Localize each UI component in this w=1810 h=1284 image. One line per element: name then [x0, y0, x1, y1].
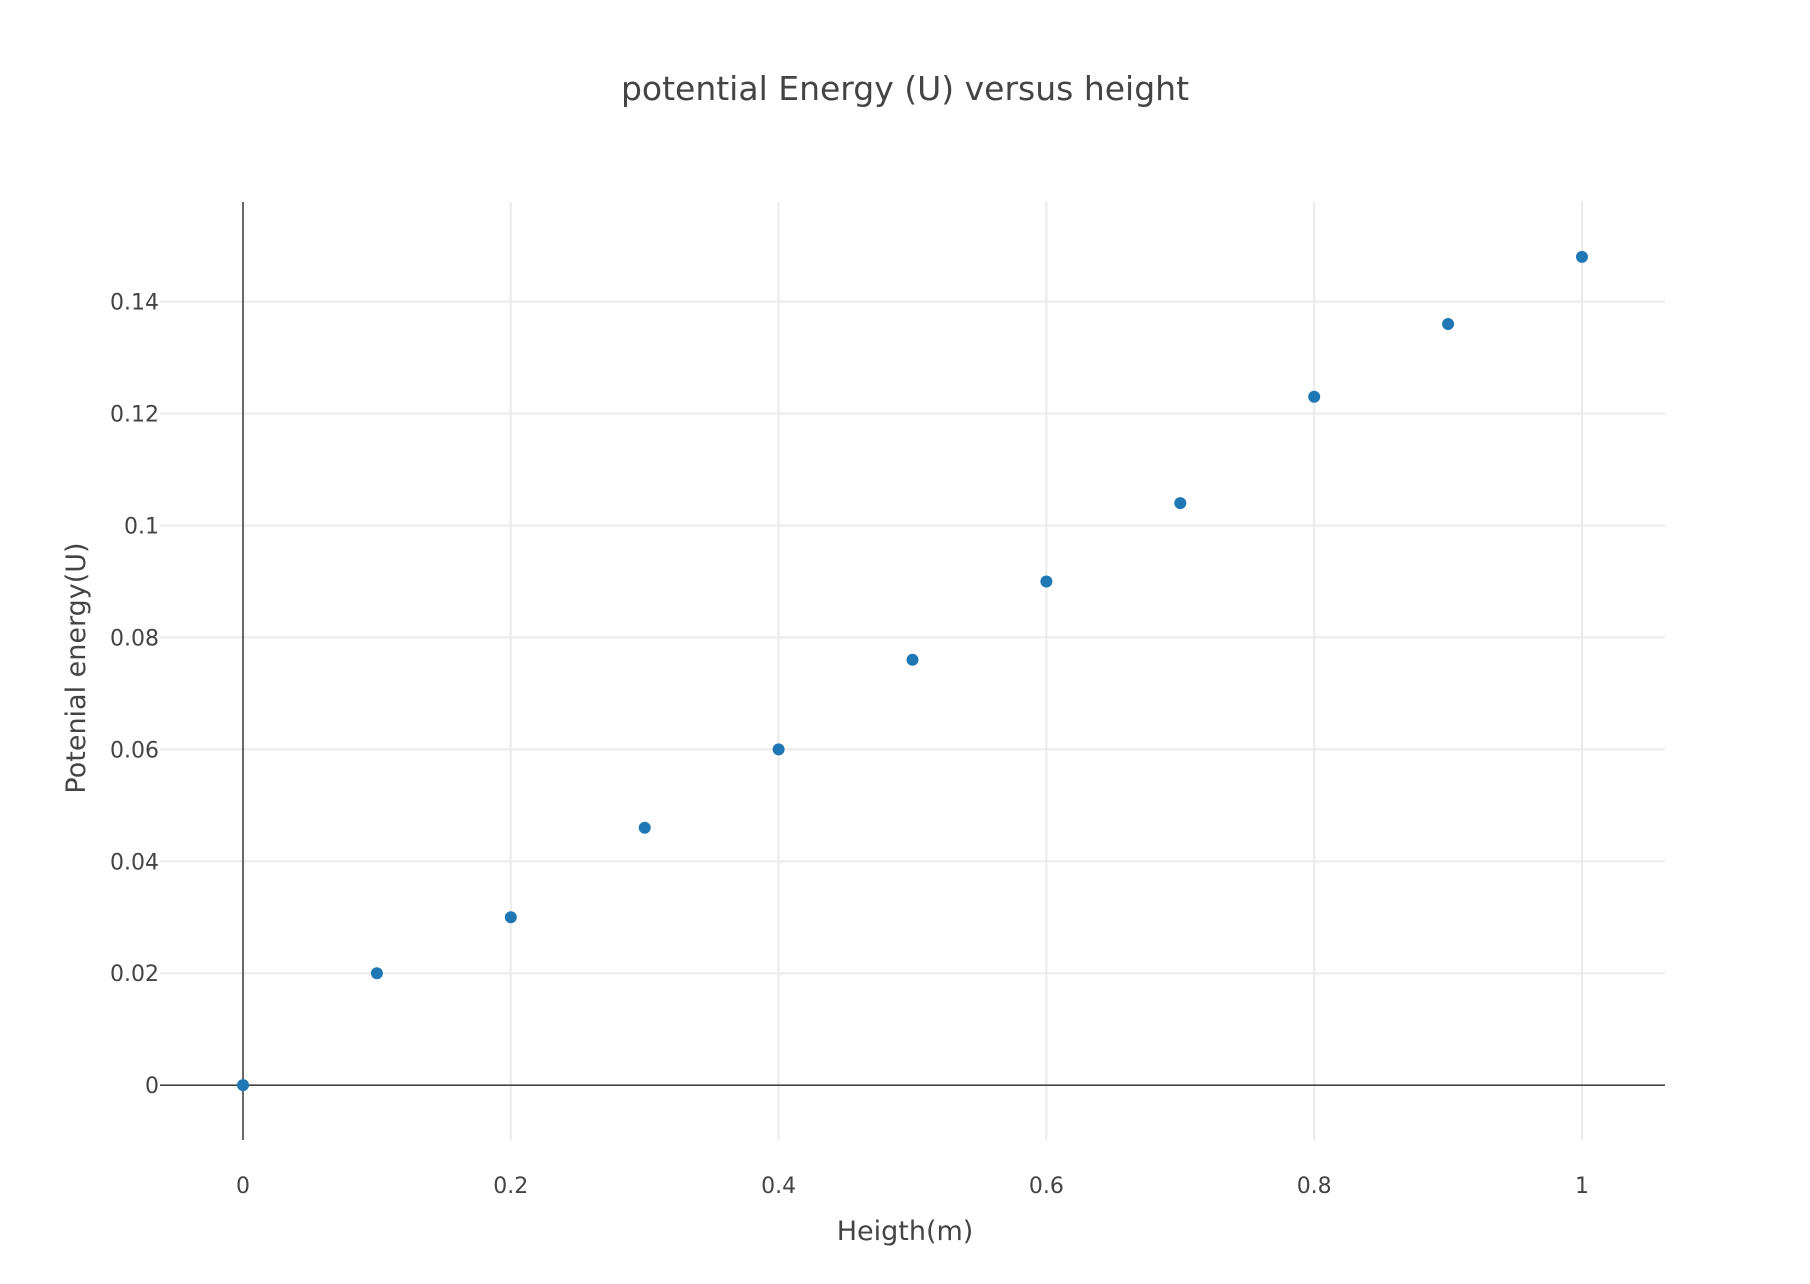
x-tick-label: 0 [236, 1174, 250, 1199]
chart-title: potential Energy (U) versus height [621, 69, 1189, 108]
data-point[interactable] [237, 1079, 250, 1092]
y-tick-label: 0.1 [124, 514, 159, 539]
data-point[interactable] [1040, 575, 1053, 588]
data-points [237, 250, 1588, 1092]
data-point[interactable] [1174, 497, 1187, 510]
data-point[interactable] [638, 821, 651, 834]
y-tick-label: 0.02 [110, 962, 159, 987]
data-point[interactable] [370, 967, 383, 980]
data-point[interactable] [906, 653, 919, 666]
y-tick-label: 0.12 [110, 403, 159, 428]
y-tick-label: 0.08 [110, 626, 159, 651]
data-point[interactable] [772, 743, 785, 756]
zero-lines [160, 202, 1665, 1140]
y-tick-label: 0 [145, 1074, 159, 1099]
grid-lines [160, 202, 1665, 1140]
data-point[interactable] [1442, 318, 1455, 331]
data-point[interactable] [1575, 250, 1588, 263]
data-point[interactable] [1308, 390, 1321, 403]
x-tick-label: 1 [1575, 1174, 1589, 1199]
x-tick-label: 0.8 [1297, 1174, 1332, 1199]
x-tick-label: 0.4 [761, 1174, 796, 1199]
y-tick-label: 0.06 [110, 738, 159, 763]
y-axis-title: Potenial energy(U) [61, 542, 92, 793]
x-axis-title: Heigth(m) [837, 1216, 974, 1247]
y-tick-label: 0.04 [110, 850, 159, 875]
y-tick-label: 0.14 [110, 291, 159, 316]
data-point[interactable] [504, 911, 517, 924]
tick-labels: 0 0.2 0.4 0.6 0.8 1 0 0.02 0.04 0.06 0.08 0.1 0.12 0.… [110, 291, 1589, 1199]
x-tick-label: 0.6 [1029, 1174, 1064, 1199]
x-tick-label: 0.2 [493, 1174, 528, 1199]
